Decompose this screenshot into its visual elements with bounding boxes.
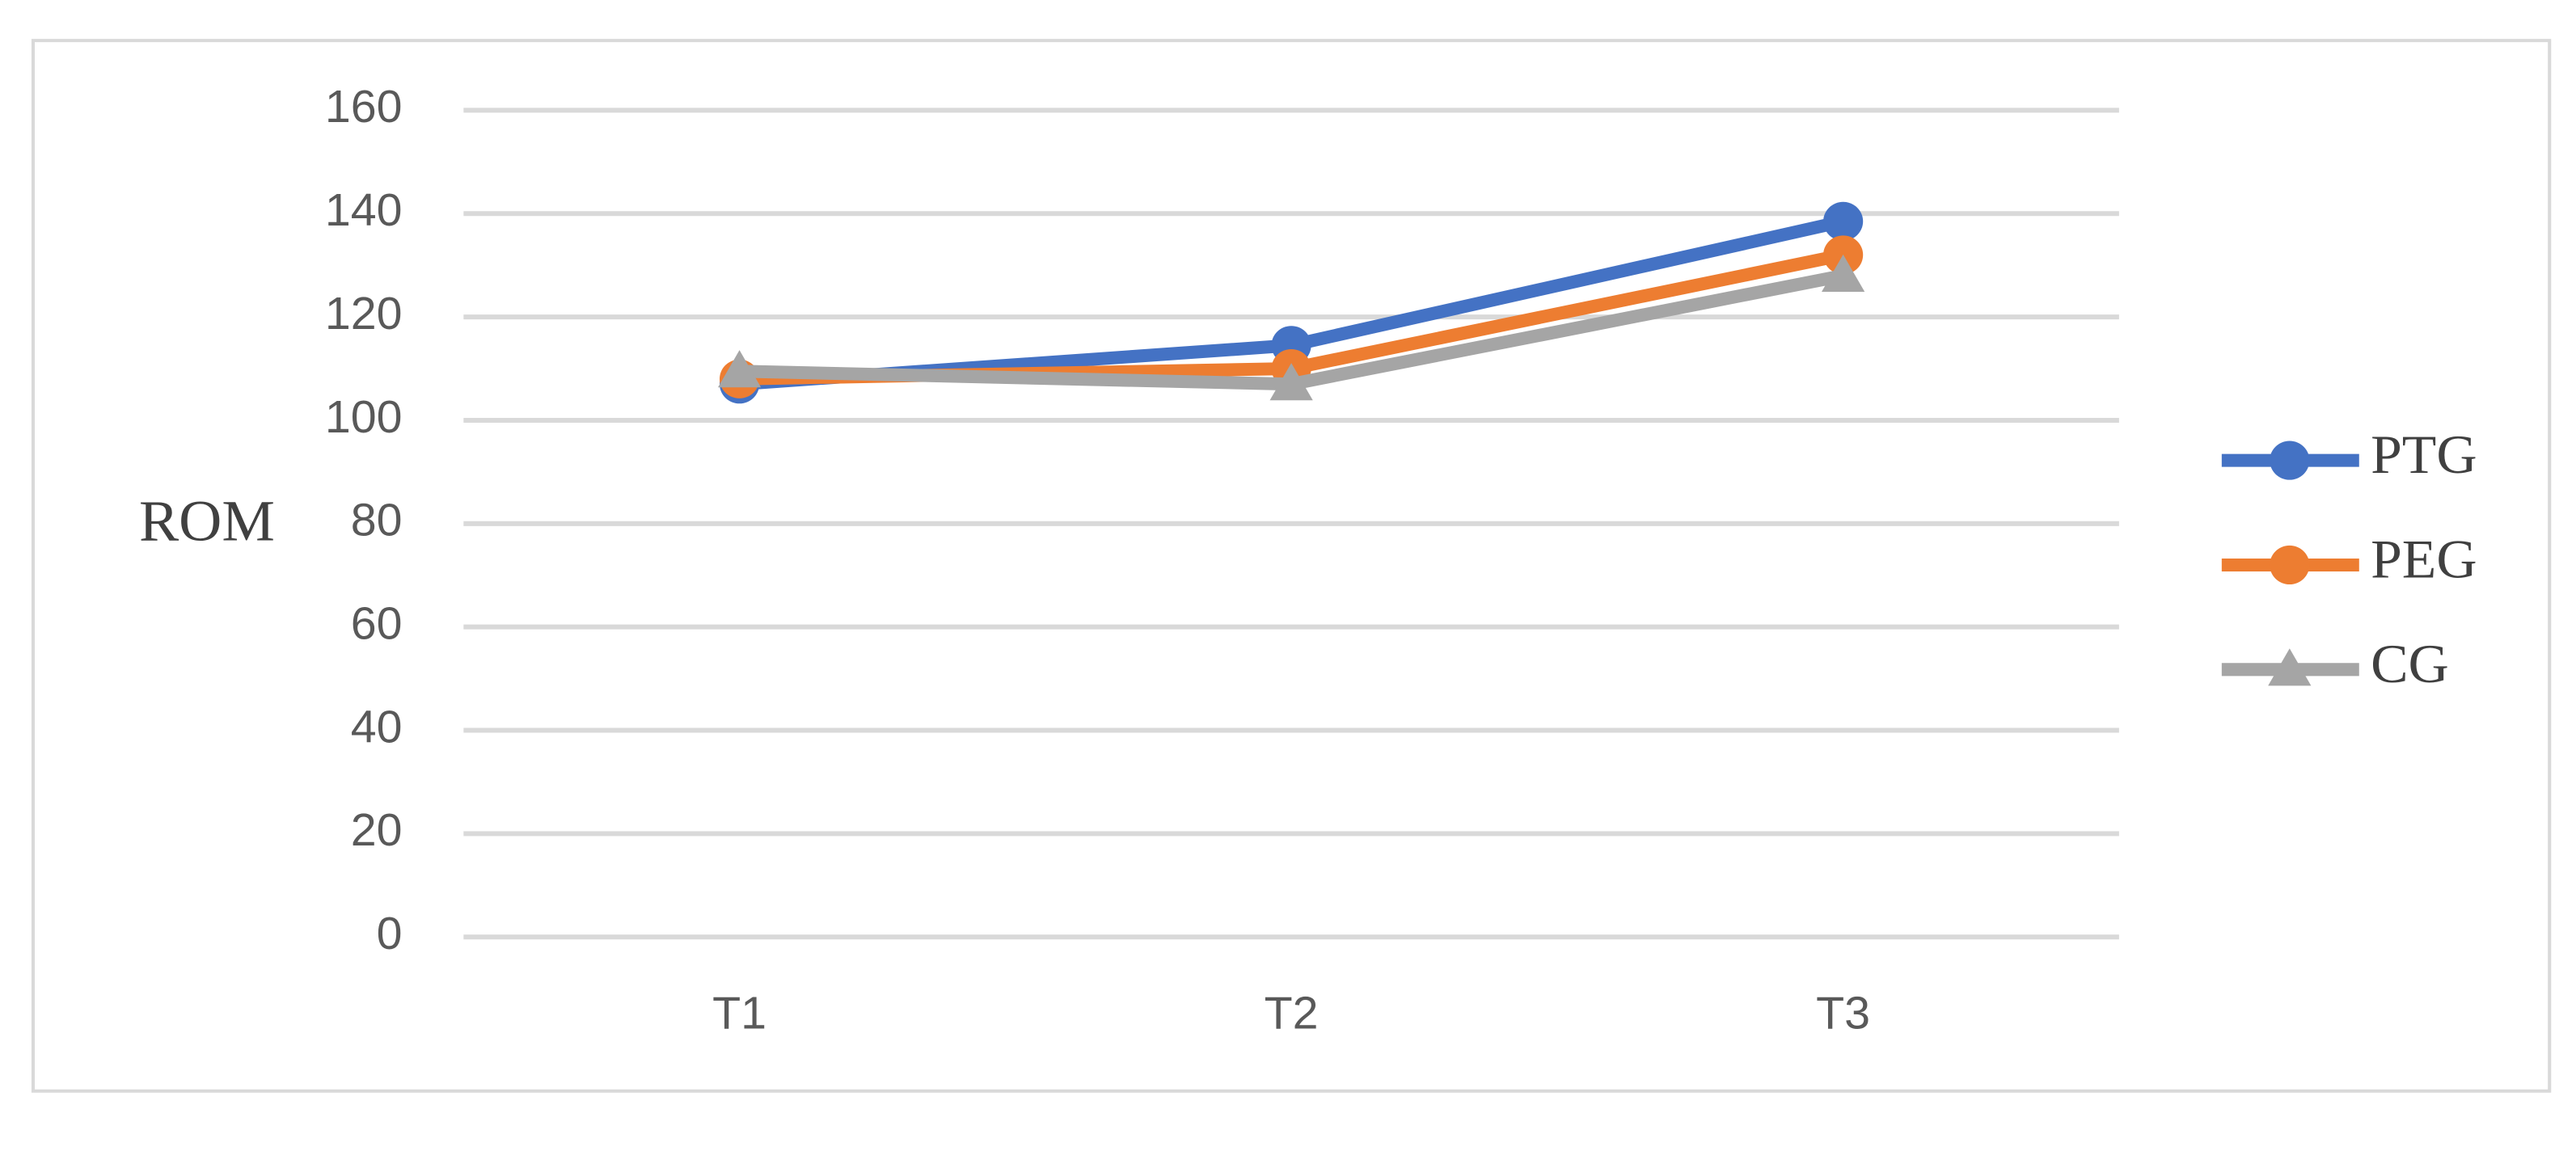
x-tick-label: T3 <box>1816 989 1870 1039</box>
data-point <box>1821 254 1865 293</box>
legend-label: PEG <box>2371 529 2477 589</box>
data-point <box>717 350 762 388</box>
legend-label: CG <box>2371 634 2449 694</box>
data-point <box>1269 363 1313 401</box>
legend-marker <box>2270 545 2310 585</box>
y-tick-label: 80 <box>351 495 403 546</box>
x-tick-label: T2 <box>1265 989 1319 1039</box>
y-axis-label: ROM <box>139 488 275 553</box>
legend-label: PTG <box>2371 424 2477 485</box>
legend-marker <box>2268 648 2312 686</box>
y-tick-label: 40 <box>351 702 403 753</box>
y-tick-label: 120 <box>325 289 403 339</box>
y-tick-label: 20 <box>351 806 403 856</box>
x-tick-label: T1 <box>712 989 766 1039</box>
y-tick-label: 160 <box>325 82 403 133</box>
y-tick-label: 0 <box>377 909 403 959</box>
y-tick-label: 60 <box>351 599 403 649</box>
y-tick-label: 140 <box>325 186 403 236</box>
chart-border <box>31 39 2552 1093</box>
legend-marker <box>2270 441 2310 480</box>
data-point <box>1823 201 1864 241</box>
y-tick-label: 100 <box>325 392 403 442</box>
